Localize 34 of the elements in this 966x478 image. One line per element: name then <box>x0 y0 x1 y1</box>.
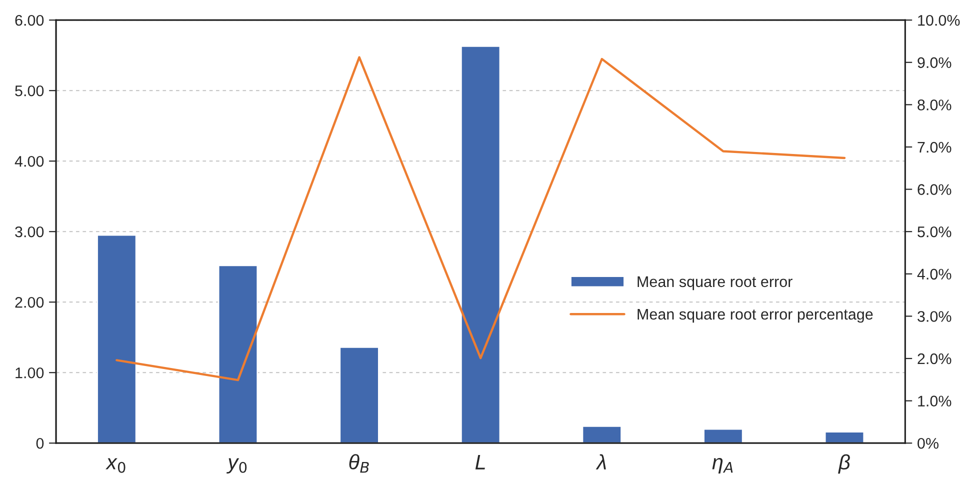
y-tick-label: 2.00 <box>15 296 44 308</box>
y2-tick-label: 10.0% <box>918 14 960 26</box>
y2-tick-label: 0% <box>918 438 938 449</box>
bar <box>703 428 744 444</box>
y2-tick-label: 2.0% <box>918 353 952 364</box>
y2-tick-label: 1.0% <box>918 396 952 406</box>
bar <box>339 346 380 444</box>
x-tick-label: L <box>475 454 485 470</box>
bar <box>460 45 501 444</box>
y2-tick-label: 9.0% <box>918 57 952 68</box>
y-tick-label: 3.00 <box>15 226 44 238</box>
bar <box>218 264 258 444</box>
bar <box>582 425 622 444</box>
legend-label: Mean square root error <box>638 276 792 290</box>
y-tick-label: 0 <box>36 438 44 449</box>
x-tick-label: η$_{A}$ <box>712 458 733 474</box>
x-tick-label: β <box>838 454 850 474</box>
y-tick-label: 6.00 <box>15 14 44 26</box>
y2-tick-label: 8.0% <box>918 100 952 110</box>
x-tick-label: λ <box>596 454 606 470</box>
y-tick-label: 5.00 <box>15 85 44 96</box>
y-tick-label: 1.00 <box>16 367 44 378</box>
x-tick-label: y$_{0}$ <box>226 458 247 474</box>
y-tick-label: 4.00 <box>14 156 44 167</box>
legend-label: Mean square root error percentage <box>638 309 873 323</box>
y2-tick-label: 7.0% <box>918 142 952 153</box>
x-tick-label: θ$_{B}$ <box>349 454 369 473</box>
x-tick-label: x$_{0}$ <box>106 458 126 473</box>
y2-tick-label: 3.0% <box>918 311 952 322</box>
bar <box>824 431 865 444</box>
bar <box>96 234 137 444</box>
y2-tick-label: 5.0% <box>918 226 952 238</box>
y2-tick-label: 6.0% <box>918 184 952 195</box>
y2-tick-label: 4.0% <box>917 268 952 280</box>
